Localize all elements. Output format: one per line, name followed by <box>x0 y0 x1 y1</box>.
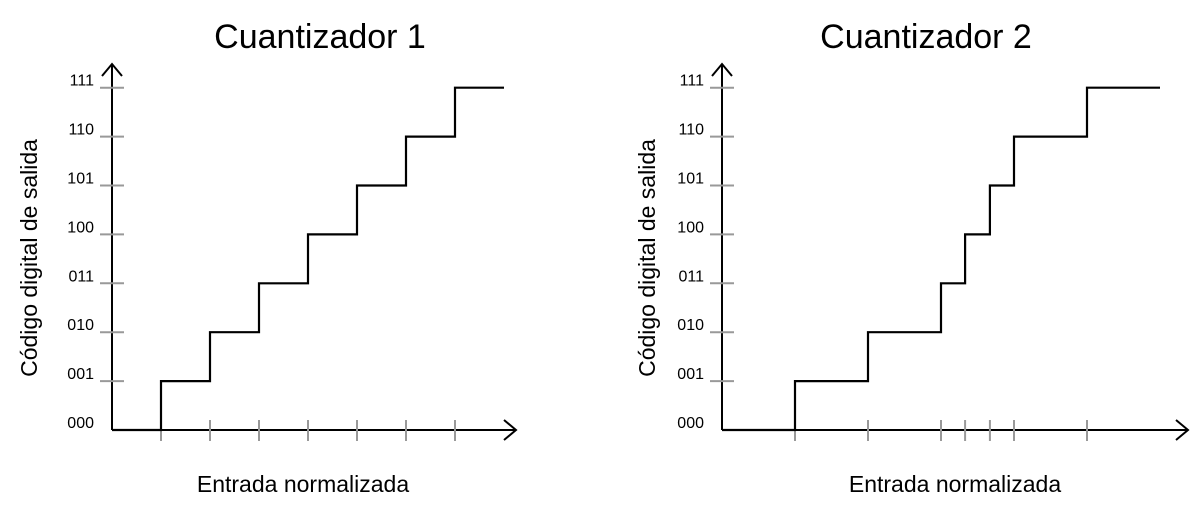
staircase-line <box>722 86 1160 432</box>
y-tick-label: 011 <box>678 268 704 285</box>
y-tick-label: 010 <box>67 317 94 334</box>
y-ticks <box>100 86 124 383</box>
chart-cuantizador-2: Cuantizador 2 000 001 010 011 100 101 110 111 E… <box>634 18 1190 497</box>
y-tick-labels: 000 001 010 011 100 101 110 111 <box>67 73 94 432</box>
y-tick-labels: 000 001 010 011 100 101 110 111 <box>677 73 704 432</box>
y-tick-label: 011 <box>68 268 94 285</box>
y-tick-label: 001 <box>677 366 704 383</box>
x-axis-arrow <box>503 419 518 441</box>
series <box>722 86 1160 432</box>
x-ticks <box>794 420 1088 441</box>
y-axis-label: Código digital de salida <box>16 139 42 377</box>
x-axis-label: Entrada normalizada <box>849 471 1061 497</box>
y-tick-label: 101 <box>67 171 94 188</box>
y-tick-label: 100 <box>67 219 94 236</box>
y-axis-arrow <box>711 62 733 77</box>
y-tick-label: 111 <box>70 73 94 90</box>
y-tick-label: 000 <box>67 415 94 432</box>
y-tick-label: 000 <box>677 415 704 432</box>
y-tick-label: 110 <box>678 122 704 139</box>
y-axis-arrow <box>101 62 123 77</box>
axes <box>711 62 1190 441</box>
x-axis-arrow <box>1175 419 1190 441</box>
x-axis-label: Entrada normalizada <box>197 471 409 497</box>
y-tick-label: 010 <box>677 317 704 334</box>
series <box>112 86 504 432</box>
chart-title: Cuantizador 1 <box>214 18 426 56</box>
chart-cuantizador-1: Cuantizador 1 000 001 010 011 100 101 110 111 E… <box>16 18 518 497</box>
chart-title: Cuantizador 2 <box>820 18 1032 56</box>
axes <box>101 62 518 441</box>
staircase-line <box>112 86 504 432</box>
y-tick-label: 101 <box>677 171 704 188</box>
y-ticks <box>710 86 734 383</box>
y-tick-label: 001 <box>67 366 94 383</box>
y-tick-label: 111 <box>680 73 704 90</box>
y-tick-label: 100 <box>677 219 704 236</box>
y-axis-label: Código digital de salida <box>634 139 660 377</box>
y-tick-label: 110 <box>68 122 94 139</box>
